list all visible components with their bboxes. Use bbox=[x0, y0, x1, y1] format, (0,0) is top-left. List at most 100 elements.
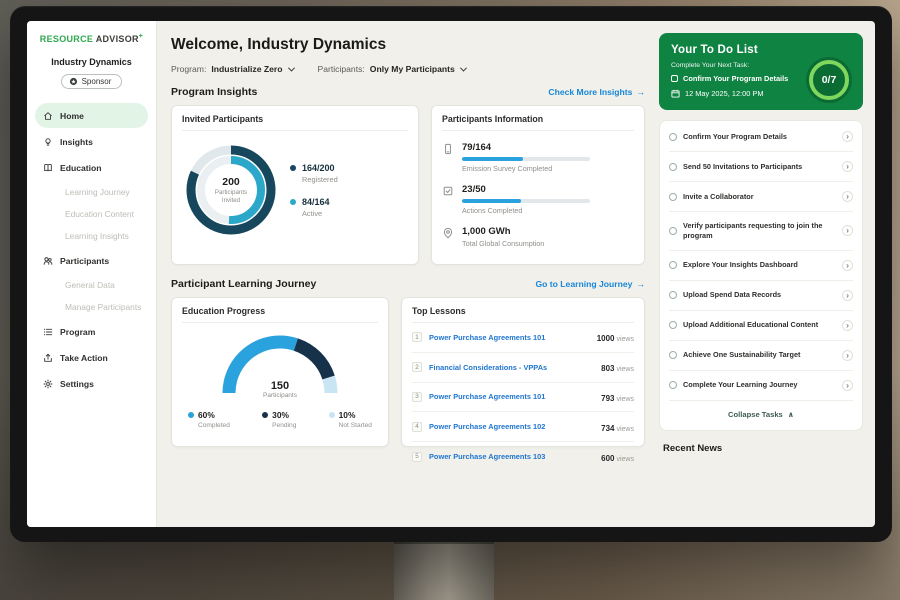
chevron-right-icon[interactable]: › bbox=[842, 161, 853, 172]
sidebar-item-education[interactable]: Education bbox=[35, 155, 148, 180]
lesson-rank: 1 bbox=[412, 332, 422, 343]
chevron-right-icon[interactable]: › bbox=[842, 319, 853, 331]
legend-pct: 10% bbox=[338, 410, 356, 420]
legend-dot bbox=[188, 412, 194, 418]
task-row[interactable]: Complete Your Learning Journey › bbox=[669, 371, 853, 401]
legend-pct: 30% bbox=[272, 410, 289, 420]
lesson-row[interactable]: 5 Power Purchase Agreements 103 600 views bbox=[412, 442, 634, 471]
views-unit: views bbox=[616, 336, 634, 344]
org-name: Industry Dynamics bbox=[51, 57, 132, 67]
task-label: Complete Your Learning Journey bbox=[683, 380, 798, 390]
todo-progress-value: 0/7 bbox=[821, 74, 837, 86]
sidebar-item-insights[interactable]: Insights bbox=[35, 129, 148, 154]
check-more-insights-link[interactable]: Check More Insights → bbox=[548, 87, 645, 97]
dashboard-screen: RESOURCE ADVISOR+ Industry Dynamics Spon… bbox=[27, 21, 875, 527]
task-checkbox[interactable] bbox=[669, 351, 677, 360]
nav-label: Home bbox=[60, 110, 84, 121]
next-task-row[interactable]: Confirm Your Program Details bbox=[671, 74, 803, 83]
chevron-down-icon bbox=[287, 64, 295, 72]
task-checkbox[interactable] bbox=[669, 162, 677, 171]
sidebar-item-learning-insights[interactable]: Learning Insights bbox=[35, 225, 148, 247]
lesson-link[interactable]: Power Purchase Agreements 101 bbox=[429, 332, 546, 342]
views-count: 803 bbox=[601, 364, 615, 374]
task-row[interactable]: Invite a Collaborator › bbox=[669, 182, 853, 212]
task-checkbox[interactable] bbox=[669, 291, 677, 300]
legend-not-started: 10% Not Started bbox=[328, 410, 372, 429]
stat-value: 1,000 GWh bbox=[462, 226, 511, 237]
sidebar-item-program[interactable]: Program bbox=[35, 319, 148, 344]
task-row[interactable]: Explore Your Insights Dashboard › bbox=[669, 251, 853, 281]
stat-progress-fill bbox=[462, 157, 524, 161]
collapse-tasks-button[interactable]: Collapse Tasks ∧ bbox=[669, 401, 853, 429]
donut-center-label: 200 Participants Invited bbox=[182, 141, 280, 239]
task-checkbox[interactable] bbox=[669, 132, 677, 141]
chevron-right-icon[interactable]: › bbox=[842, 191, 853, 202]
task-row[interactable]: Upload Spend Data Records › bbox=[669, 281, 853, 311]
task-label: Confirm Your Program Details bbox=[683, 131, 787, 141]
participants-filter[interactable]: Participants: Only My Participants bbox=[318, 64, 467, 74]
lesson-link[interactable]: Power Purchase Agreements 101 bbox=[429, 392, 546, 402]
sidebar-item-take-action[interactable]: Take Action bbox=[35, 345, 148, 370]
sidebar-item-settings[interactable]: Settings bbox=[35, 371, 148, 396]
sidebar-item-manage-participants[interactable]: Manage Participants bbox=[35, 296, 148, 318]
sidebar-item-learning-journey[interactable]: Learning Journey bbox=[35, 181, 148, 203]
task-row[interactable]: Achieve One Sustainability Target › bbox=[669, 341, 853, 371]
education-progress-card: Education Progress 150 Participants bbox=[171, 297, 389, 447]
legend-registered: 164/200 Registered bbox=[290, 163, 338, 184]
todo-subtitle: Complete Your Next Task: bbox=[671, 62, 750, 69]
task-label: Achieve One Sustainability Target bbox=[683, 350, 801, 360]
learning-journey-header: Participant Learning Journey Go to Learn… bbox=[171, 278, 645, 290]
task-row[interactable]: Verify participants requesting to join t… bbox=[669, 212, 853, 251]
views-count: 793 bbox=[601, 393, 615, 403]
views-unit: views bbox=[616, 395, 634, 403]
task-checkbox[interactable] bbox=[669, 321, 677, 330]
chevron-right-icon[interactable]: › bbox=[842, 131, 853, 142]
share-up-icon bbox=[44, 353, 52, 362]
sidebar-item-general-data[interactable]: General Data bbox=[35, 274, 148, 296]
chevron-right-icon[interactable]: › bbox=[842, 259, 853, 271]
lesson-link[interactable]: Financial Considerations - VPPAs bbox=[429, 362, 548, 372]
gauge-segment-pending bbox=[222, 335, 338, 394]
lesson-views: 734 views bbox=[601, 418, 634, 436]
chevron-up-icon: ∧ bbox=[787, 409, 794, 419]
chevron-right-icon[interactable]: › bbox=[842, 379, 853, 391]
task-checkbox[interactable] bbox=[669, 261, 677, 270]
lesson-row[interactable]: 1 Power Purchase Agreements 101 1000 view… bbox=[412, 323, 634, 353]
sponsor-badge[interactable]: Sponsor bbox=[60, 74, 123, 89]
sidebar-item-participants[interactable]: Participants bbox=[35, 248, 148, 273]
lesson-row[interactable]: 2 Financial Considerations - VPPAs 803 vi… bbox=[412, 353, 634, 383]
chevron-right-icon[interactable]: › bbox=[842, 289, 853, 301]
task-row[interactable]: Confirm Your Program Details › bbox=[669, 122, 853, 152]
task-checkbox[interactable] bbox=[669, 381, 677, 390]
legend-dot bbox=[290, 198, 296, 205]
program-filter[interactable]: Program: Industrialize Zero bbox=[171, 64, 295, 74]
lesson-link[interactable]: Power Purchase Agreements 102 bbox=[429, 422, 546, 432]
stat-progress-fill bbox=[462, 199, 521, 203]
lesson-link[interactable]: Power Purchase Agreements 103 bbox=[429, 452, 546, 462]
chevron-right-icon[interactable]: › bbox=[842, 349, 853, 361]
lesson-row[interactable]: 4 Power Purchase Agreements 102 734 views bbox=[412, 412, 634, 443]
section-title: Program Insights bbox=[171, 86, 258, 98]
lesson-row[interactable]: 3 Power Purchase Agreements 101 793 views bbox=[412, 383, 634, 413]
nav-label: Manage Participants bbox=[65, 302, 142, 312]
chevron-right-icon[interactable]: › bbox=[842, 225, 853, 237]
logo-text-advisor: ADVISOR bbox=[95, 34, 139, 44]
task-row[interactable]: Upload Additional Educational Content › bbox=[669, 311, 853, 341]
lesson-views: 600 views bbox=[601, 448, 634, 466]
task-row[interactable]: Send 50 Invitations to Participants › bbox=[669, 152, 853, 182]
nav-label: Settings bbox=[60, 378, 94, 389]
views-unit: views bbox=[616, 455, 634, 463]
gear-icon bbox=[43, 379, 53, 388]
sidebar-item-home[interactable]: Home bbox=[35, 103, 148, 128]
checkbox[interactable] bbox=[671, 75, 678, 82]
go-to-learning-journey-link[interactable]: Go to Learning Journey → bbox=[535, 279, 645, 289]
todo-header-card: Your To Do List Complete Your Next Task:… bbox=[659, 33, 863, 110]
task-checkbox[interactable] bbox=[669, 226, 677, 235]
sidebar-item-education-content[interactable]: Education Content bbox=[35, 203, 148, 225]
nav-label: Learning Journey bbox=[65, 187, 130, 197]
chevron-down-icon bbox=[459, 64, 467, 72]
legend-dot bbox=[262, 412, 269, 418]
legend-label: Pending bbox=[272, 422, 297, 429]
check-square-icon bbox=[443, 186, 453, 196]
task-checkbox[interactable] bbox=[669, 192, 677, 201]
